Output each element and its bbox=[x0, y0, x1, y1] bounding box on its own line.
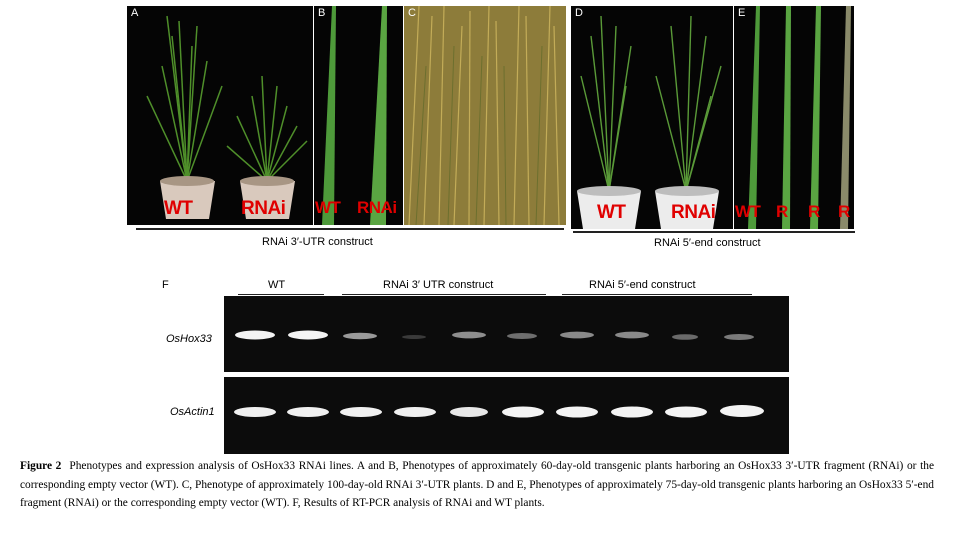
panel-letter-b: B bbox=[318, 7, 326, 19]
band-oshox33-lane-4 bbox=[402, 335, 426, 339]
panel-letter-c: C bbox=[408, 7, 416, 19]
photo-panel-d: D WT RNAi bbox=[571, 6, 733, 229]
construct-bar-3utr bbox=[136, 228, 564, 230]
panel-a-rnai-label: RNAi bbox=[241, 198, 286, 219]
band-osactin1-lane-1 bbox=[234, 407, 276, 417]
rice-leaves-image bbox=[322, 6, 387, 225]
panel-letter-d: D bbox=[575, 7, 583, 19]
band-osactin1-lane-5 bbox=[450, 407, 488, 417]
panel-letter-a: A bbox=[131, 7, 139, 19]
panel-a-wt-label: WT bbox=[164, 198, 193, 219]
band-oshox33-lane-6 bbox=[507, 333, 537, 339]
gel-group-5end: RNAi 5′-end construct bbox=[589, 279, 696, 291]
construct-bar-5end bbox=[573, 231, 855, 233]
panel-d-wt-label: WT bbox=[597, 202, 626, 223]
band-osactin1-lane-2 bbox=[287, 407, 329, 417]
figure-caption: Figure 2 Phenotypes and expression analys… bbox=[20, 457, 934, 513]
band-oshox33-lane-2 bbox=[288, 330, 328, 340]
gel-group-5end-bar bbox=[562, 294, 752, 295]
band-oshox33-lane-9 bbox=[672, 334, 698, 340]
band-oshox33-lane-10 bbox=[724, 334, 754, 340]
panel-e-label-1: WT bbox=[735, 202, 761, 221]
band-oshox33-lane-1 bbox=[235, 330, 275, 340]
gel-bands-oshox33 bbox=[235, 330, 754, 340]
gel-row-label-oshox33: OsHox33 bbox=[166, 333, 212, 345]
band-osactin1-lane-3 bbox=[340, 407, 382, 417]
panel-b-wt-label: WT bbox=[315, 198, 341, 217]
gel-group-3utr-bar bbox=[342, 294, 546, 295]
photo-panel-b: B WT RNAi bbox=[314, 6, 403, 225]
panel-e-label-4: R bbox=[838, 202, 850, 221]
gel-row-label-osactin1: OsActin1 bbox=[170, 406, 215, 418]
figure-caption-label: Figure 2 bbox=[20, 460, 62, 472]
panel-e-label-2: R bbox=[776, 202, 788, 221]
gel-bands-osactin1 bbox=[234, 405, 764, 418]
gel-image-oshox33 bbox=[224, 296, 789, 372]
band-oshox33-lane-3 bbox=[343, 332, 377, 340]
gel-image-osactin1 bbox=[224, 377, 789, 454]
construct-label-3utr: RNAi 3′-UTR construct bbox=[262, 236, 373, 248]
rice-plants-wt-rnai-image bbox=[146, 15, 308, 219]
panel-letter-e: E bbox=[738, 7, 746, 19]
photo-panel-e: E WT R R R bbox=[734, 6, 854, 229]
band-osactin1-lane-9 bbox=[665, 406, 707, 418]
panel-d-rnai-label: RNAi bbox=[671, 202, 716, 223]
panel-b-rnai-label: RNAi bbox=[357, 198, 397, 217]
band-osactin1-lane-7 bbox=[556, 406, 598, 418]
photo-panel-c: C bbox=[404, 6, 566, 225]
construct-label-5end: RNAi 5′-end construct bbox=[654, 237, 761, 249]
rice-plants-5end-image bbox=[577, 15, 722, 229]
photo-panel-a: A WT RNAi bbox=[127, 6, 313, 225]
band-oshox33-lane-5 bbox=[452, 331, 486, 339]
band-osactin1-lane-6 bbox=[502, 406, 544, 418]
band-oshox33-lane-7 bbox=[560, 331, 594, 339]
band-osactin1-lane-8 bbox=[611, 406, 653, 418]
rice-field-image bbox=[404, 6, 566, 225]
figure-caption-text: Phenotypes and expression analysis of Os… bbox=[20, 460, 934, 509]
gel-group-wt: WT bbox=[268, 279, 286, 291]
band-osactin1-lane-10 bbox=[720, 405, 764, 417]
rice-leaves-5end-image bbox=[748, 6, 851, 229]
band-oshox33-lane-8 bbox=[615, 331, 649, 339]
panel-letter-f: F bbox=[162, 279, 169, 291]
gel-group-3utr: RNAi 3′ UTR construct bbox=[383, 279, 494, 291]
gel-group-wt-bar bbox=[238, 294, 324, 295]
panel-e-label-3: R bbox=[808, 202, 820, 221]
band-osactin1-lane-4 bbox=[394, 407, 436, 417]
